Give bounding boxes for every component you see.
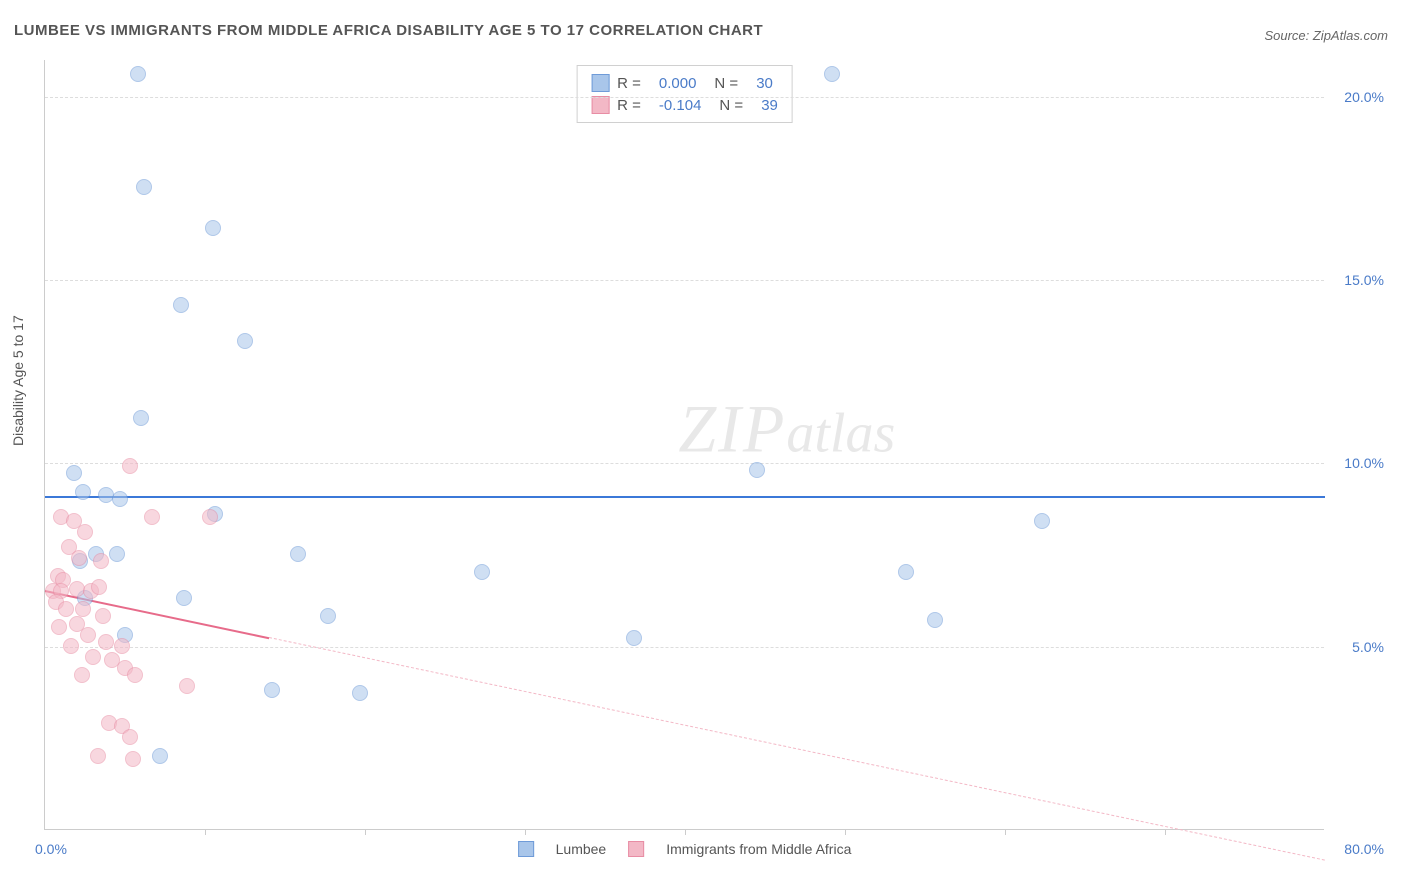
- data-point: [75, 484, 91, 500]
- data-point: [179, 678, 195, 694]
- data-point: [95, 608, 111, 624]
- data-point: [98, 487, 114, 503]
- data-point: [127, 667, 143, 683]
- data-point: [114, 638, 130, 654]
- data-point: [58, 601, 74, 617]
- x-tick: [845, 829, 846, 835]
- x-tick: [205, 829, 206, 835]
- data-point: [202, 509, 218, 525]
- x-tick: [365, 829, 366, 835]
- data-point: [122, 458, 138, 474]
- data-point: [237, 333, 253, 349]
- legend-stats: R =-0.104N =39: [617, 97, 778, 114]
- legend-series-label: Lumbee: [556, 841, 607, 857]
- legend-swatch: [591, 96, 609, 114]
- chart-title: LUMBEE VS IMMIGRANTS FROM MIDDLE AFRICA …: [14, 22, 763, 39]
- data-point: [898, 564, 914, 580]
- y-tick-label: 15.0%: [1344, 272, 1384, 288]
- data-point: [109, 546, 125, 562]
- data-point: [1034, 513, 1050, 529]
- gridline-h: [45, 463, 1324, 464]
- x-axis-min-label: 0.0%: [35, 841, 67, 857]
- y-tick-label: 10.0%: [1344, 455, 1384, 471]
- chart-container: LUMBEE VS IMMIGRANTS FROM MIDDLE AFRICA …: [0, 0, 1406, 892]
- x-tick: [1005, 829, 1006, 835]
- y-axis-title: Disability Age 5 to 17: [10, 315, 26, 446]
- data-point: [352, 685, 368, 701]
- data-point: [927, 612, 943, 628]
- y-tick-label: 20.0%: [1344, 89, 1384, 105]
- data-point: [66, 465, 82, 481]
- data-point: [264, 682, 280, 698]
- data-point: [824, 66, 840, 82]
- data-point: [85, 649, 101, 665]
- x-axis-max-label: 80.0%: [1344, 841, 1384, 857]
- gridline-h: [45, 280, 1324, 281]
- data-point: [122, 729, 138, 745]
- data-point: [290, 546, 306, 562]
- y-tick-label: 5.0%: [1352, 639, 1384, 655]
- data-point: [77, 524, 93, 540]
- legend-swatch: [591, 74, 609, 92]
- data-point: [176, 590, 192, 606]
- data-point: [152, 748, 168, 764]
- gridline-h: [45, 97, 1324, 98]
- data-point: [80, 627, 96, 643]
- trend-line-solid: [45, 496, 1325, 498]
- plot-area: ZIPatlas R =0.000N =30R =-0.104N =39 Lum…: [44, 60, 1324, 830]
- data-point: [749, 462, 765, 478]
- data-point: [133, 410, 149, 426]
- legend-correlation-row: R =0.000N =30: [591, 72, 778, 94]
- data-point: [93, 553, 109, 569]
- data-point: [474, 564, 490, 580]
- data-point: [125, 751, 141, 767]
- source-label: Source: ZipAtlas.com: [1264, 28, 1388, 43]
- x-tick: [685, 829, 686, 835]
- data-point: [205, 220, 221, 236]
- watermark-part1: ZIP: [678, 391, 786, 467]
- x-tick: [525, 829, 526, 835]
- data-point: [136, 179, 152, 195]
- data-point: [63, 638, 79, 654]
- gridline-h: [45, 647, 1324, 648]
- data-point: [626, 630, 642, 646]
- data-point: [91, 579, 107, 595]
- data-point: [112, 491, 128, 507]
- legend-series-label: Immigrants from Middle Africa: [666, 841, 851, 857]
- watermark-part2: atlas: [786, 403, 895, 465]
- legend-stats: R =0.000N =30: [617, 75, 773, 92]
- legend-correlation: R =0.000N =30 R =-0.104N =39: [576, 65, 793, 123]
- data-point: [51, 619, 67, 635]
- data-point: [144, 509, 160, 525]
- data-point: [75, 601, 91, 617]
- data-point: [71, 550, 87, 566]
- data-point: [320, 608, 336, 624]
- data-point: [90, 748, 106, 764]
- data-point: [98, 634, 114, 650]
- legend-series: Lumbee Immigrants from Middle Africa: [518, 841, 852, 857]
- data-point: [173, 297, 189, 313]
- x-tick: [1165, 829, 1166, 835]
- trend-line-dashed: [269, 637, 1325, 861]
- legend-swatch: [628, 841, 644, 857]
- data-point: [130, 66, 146, 82]
- data-point: [74, 667, 90, 683]
- watermark: ZIPatlas: [678, 390, 895, 469]
- legend-swatch: [518, 841, 534, 857]
